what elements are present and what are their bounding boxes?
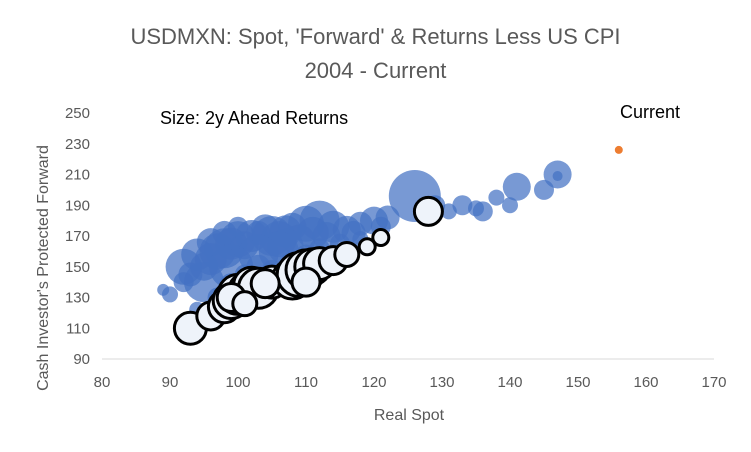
x-tick-label: 120 (361, 374, 386, 391)
white-bubble (249, 268, 281, 300)
y-tick-label: 90 (73, 351, 90, 368)
white-bubble (357, 237, 377, 257)
y-tick-label: 210 (65, 167, 90, 184)
white-bubble (333, 240, 361, 268)
blue-bubble (472, 201, 493, 222)
white-bubble (290, 266, 322, 298)
size-annotation: Size: 2y Ahead Returns (160, 108, 349, 128)
blue-bubble (228, 216, 248, 237)
y-tick-label: 170 (65, 228, 90, 245)
white-bubble (371, 228, 391, 248)
x-tick-label: 160 (633, 374, 658, 391)
y-tick-label: 230 (65, 136, 90, 153)
x-tick-label: 170 (701, 374, 726, 391)
x-tick-label: 100 (225, 374, 250, 391)
y-tick-label: 190 (65, 197, 90, 214)
white-bubble (412, 195, 444, 227)
bubble-layer (157, 145, 623, 346)
blue-bubble (296, 216, 329, 249)
blue-bubble (341, 220, 366, 245)
blue-bubble (502, 197, 518, 214)
y-axis-label: Cash Investor's Protected Forward (35, 145, 52, 391)
chart-subtitle: 2004 - Current (304, 58, 447, 83)
y-tick-label: 150 (65, 259, 90, 276)
axes: 80 90 100 110 120 130 140 150 160 170901101301501… (65, 105, 727, 391)
x-tick-label: 90 (162, 374, 179, 391)
chart-title: USDMXN: Spot, 'Forward' & Returns Less U… (130, 24, 621, 49)
blue-bubble (162, 286, 178, 303)
current-annotation: Current (620, 102, 681, 122)
blue-bubble (552, 171, 563, 182)
y-tick-label: 250 (65, 105, 90, 122)
x-tick-label: 150 (565, 374, 590, 391)
x-tick-label: 110 (294, 374, 318, 391)
y-tick-label: 110 (66, 320, 90, 337)
y-tick-label: 130 (65, 290, 90, 307)
x-tick-label: 130 (429, 374, 454, 391)
white-bubble (231, 290, 259, 318)
x-tick-label: 80 (94, 374, 111, 391)
x-tick-label: 140 (497, 374, 522, 391)
blue-bubble (502, 172, 531, 201)
current-point (614, 145, 623, 154)
x-axis-label: Real Spot (374, 407, 445, 424)
blue-bubble (452, 195, 473, 216)
blue-bubble (488, 189, 505, 206)
